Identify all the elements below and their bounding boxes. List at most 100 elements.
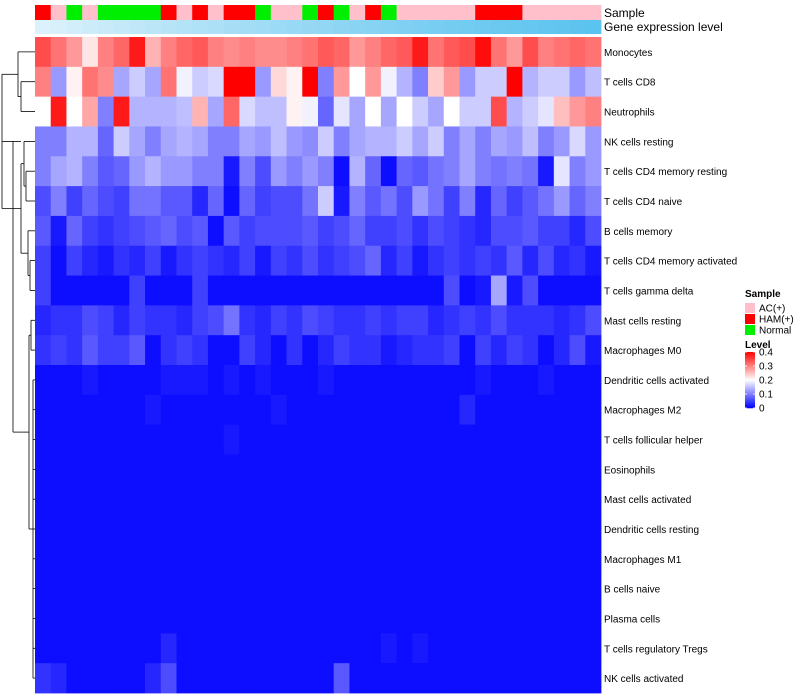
level-legend-gradient xyxy=(745,400,755,402)
heatmap-cell xyxy=(66,543,83,575)
heatmap-cell xyxy=(333,603,350,634)
heatmap-cell xyxy=(286,126,303,157)
heatmap-cell xyxy=(223,424,240,455)
heatmap-cell xyxy=(538,514,555,545)
heatmap-cell xyxy=(145,275,162,306)
heatmap-cell xyxy=(286,66,303,98)
heatmap-cell xyxy=(553,305,570,336)
heatmap-cell xyxy=(176,335,193,366)
heatmap-cell xyxy=(192,215,209,247)
heatmap-cell xyxy=(412,573,429,604)
heatmap-cell xyxy=(255,96,272,127)
heatmap-cell xyxy=(506,156,523,187)
heatmap-cell xyxy=(145,126,162,157)
sample-legend-swatch xyxy=(745,314,755,324)
heatmap-cell xyxy=(396,275,413,306)
heatmap-cell xyxy=(538,484,555,515)
heatmap-cell xyxy=(553,454,570,485)
heatmap-cell xyxy=(396,215,413,247)
sample-annotation-cell xyxy=(380,5,398,20)
heatmap-cell xyxy=(50,573,67,604)
heatmap-cell xyxy=(428,663,445,694)
level-legend-gradient xyxy=(745,383,755,385)
heatmap-cell xyxy=(239,96,256,127)
heatmap-cell xyxy=(145,633,162,664)
heatmap-cell xyxy=(553,424,570,455)
row-dendrogram xyxy=(1,51,35,679)
heatmap-cell xyxy=(129,186,146,217)
heatmap-cell xyxy=(538,603,555,634)
heatmap-cell xyxy=(318,126,335,157)
row-label: T cells CD4 memory activated xyxy=(604,257,737,268)
heatmap-cell xyxy=(349,305,366,336)
heatmap-cell xyxy=(176,37,193,68)
heatmap-cell xyxy=(396,543,413,575)
heatmap-cell xyxy=(318,543,335,575)
row-label: T cells regulatory Tregs xyxy=(604,644,708,655)
heatmap-cell xyxy=(459,186,476,217)
heatmap-cell xyxy=(160,305,177,336)
heatmap-cell xyxy=(302,126,319,157)
row-label: T cells gamma delta xyxy=(604,287,694,298)
heatmap-cell xyxy=(66,573,83,604)
heatmap-cell xyxy=(349,454,366,485)
expression-annotation-cell xyxy=(82,20,99,34)
heatmap-cell xyxy=(522,543,539,575)
heatmap-cell xyxy=(538,365,555,396)
heatmap-cell xyxy=(412,365,429,396)
heatmap-cell xyxy=(223,633,240,664)
heatmap-cell xyxy=(223,335,240,366)
heatmap-cell xyxy=(239,156,256,187)
heatmap-cell xyxy=(365,96,382,127)
heatmap-cell xyxy=(428,394,445,426)
heatmap-cell xyxy=(538,573,555,604)
sample-annotation-cell xyxy=(318,5,335,20)
heatmap-cell xyxy=(522,37,539,68)
level-legend-gradient xyxy=(745,368,755,370)
heatmap-cell xyxy=(475,186,492,217)
heatmap-cell xyxy=(490,66,508,98)
heatmap-cell xyxy=(192,96,209,127)
heatmap-cell xyxy=(475,335,492,366)
heatmap-cell xyxy=(192,484,209,515)
heatmap-cell xyxy=(270,186,287,217)
heatmap-cell xyxy=(270,454,287,485)
sample-annotation-cell xyxy=(490,5,508,20)
heatmap-cell xyxy=(396,66,413,98)
level-legend-gradient xyxy=(745,355,755,357)
heatmap-cell xyxy=(459,424,476,455)
heatmap-cell xyxy=(333,37,350,68)
heatmap-cell xyxy=(333,514,350,545)
heatmap-cell xyxy=(365,394,382,426)
heatmap-cell xyxy=(585,215,602,247)
heatmap-cell xyxy=(286,305,303,336)
heatmap-cell xyxy=(380,186,398,217)
heatmap-cell xyxy=(50,66,67,98)
heatmap-cell xyxy=(35,394,52,426)
heatmap-cell xyxy=(333,126,350,157)
heatmap-cell xyxy=(82,454,99,485)
heatmap-cell xyxy=(380,305,398,336)
heatmap-cell xyxy=(129,633,146,664)
heatmap-cell xyxy=(239,335,256,366)
heatmap-cell xyxy=(428,454,445,485)
heatmap-cell xyxy=(459,543,476,575)
heatmap-cell xyxy=(475,96,492,127)
heatmap-cell xyxy=(129,126,146,157)
heatmap-cell xyxy=(270,37,287,68)
heatmap-cell xyxy=(459,37,476,68)
sample-annotation-cell xyxy=(239,5,256,20)
heatmap-cell xyxy=(553,573,570,604)
heatmap-cell xyxy=(97,126,115,157)
heatmap-cell xyxy=(207,424,225,455)
heatmap-cell xyxy=(50,186,67,217)
heatmap-cell xyxy=(145,543,162,575)
heatmap-cell xyxy=(50,543,67,575)
heatmap-cell xyxy=(176,573,193,604)
heatmap-cell xyxy=(113,126,130,157)
expression-annotation-cell xyxy=(270,20,287,34)
heatmap-cell xyxy=(585,543,602,575)
heatmap-cell xyxy=(223,245,240,276)
heatmap-cell xyxy=(223,394,240,426)
